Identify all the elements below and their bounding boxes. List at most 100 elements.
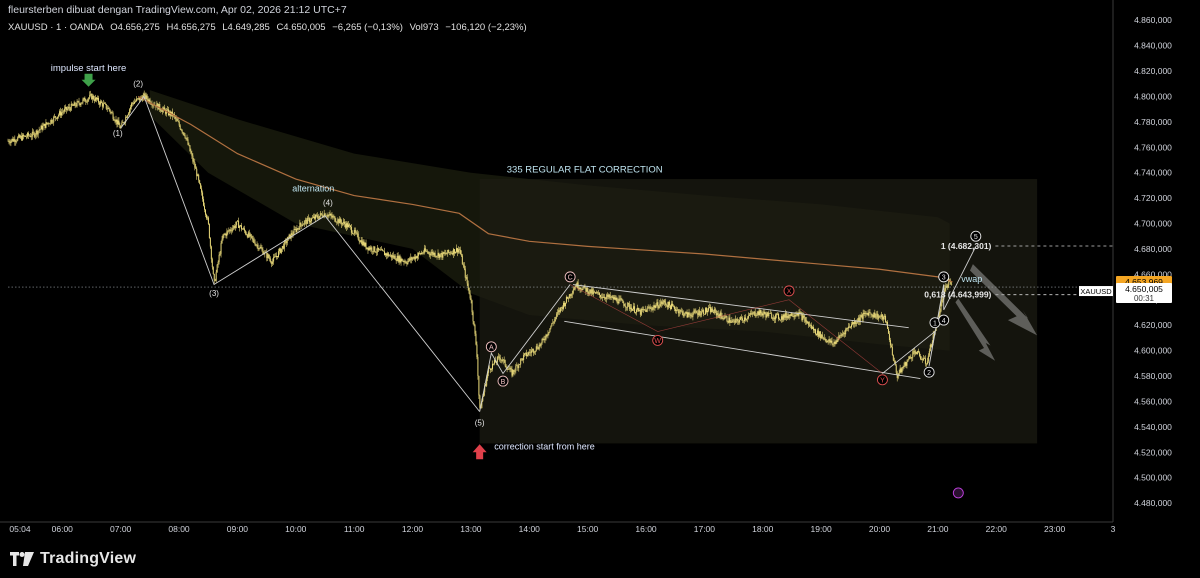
candle-body [439, 254, 441, 258]
candle-body [445, 252, 447, 254]
candle-body [727, 321, 729, 323]
candle-body [132, 102, 134, 104]
candle-body [213, 274, 215, 281]
candle-body [901, 368, 903, 373]
candle-body [45, 122, 47, 128]
candle-body [454, 249, 456, 254]
candle-body [39, 129, 41, 131]
candle-body [254, 242, 256, 246]
candle-body [671, 303, 673, 310]
candle-body [211, 259, 213, 268]
candle-body [440, 253, 442, 255]
candle-body [775, 314, 777, 320]
candle-body [128, 113, 130, 116]
candle-body [497, 356, 499, 358]
candle-body [47, 123, 49, 124]
candle-body [290, 233, 292, 239]
candle-body [782, 314, 784, 320]
impulse-wave-label: (2) [133, 79, 143, 88]
candle-body [820, 334, 822, 339]
candle-body [493, 359, 495, 364]
green-arrow-down-icon [81, 73, 96, 87]
candle-body [25, 135, 27, 137]
candle-body [732, 320, 734, 322]
candle-body [693, 310, 695, 314]
candle-body [189, 145, 191, 152]
candle-body [861, 315, 863, 319]
final-wave-label: 4 [938, 314, 950, 326]
price-tick-label: 4.700,000 [1134, 219, 1172, 229]
candle-body [85, 101, 87, 103]
price-tick-label: 4.820,000 [1134, 66, 1172, 76]
candle-body [384, 253, 386, 256]
candle-body [235, 225, 237, 228]
candle-body [441, 253, 443, 258]
candle-body [648, 307, 650, 309]
candle-body [750, 313, 752, 314]
candle-body [214, 280, 216, 282]
candle-body [236, 221, 238, 226]
candle-body [679, 310, 681, 313]
candle-body [7, 140, 9, 142]
price-tick-label: 4.780,000 [1134, 117, 1172, 127]
candle-body [463, 265, 465, 269]
candle-body [259, 247, 261, 249]
candle-body [547, 333, 549, 336]
candle-body [764, 312, 766, 315]
candle-body [560, 307, 562, 312]
candle-body [407, 260, 409, 264]
candle-body [618, 298, 620, 304]
candle-body [177, 120, 179, 122]
candle-body [696, 312, 698, 314]
candle-body [247, 232, 249, 238]
candle-body [881, 314, 883, 317]
candle-body [890, 345, 892, 348]
candle-body [48, 123, 50, 124]
candle-body [356, 232, 358, 234]
candle-body [519, 364, 521, 365]
candle-body [485, 385, 487, 386]
price-tick-label: 4.620,000 [1134, 320, 1172, 330]
candle-body [713, 309, 715, 313]
candle-body [850, 327, 852, 328]
candle-body [814, 329, 816, 334]
impulse-wave-label: (3) [209, 289, 219, 298]
candle-body [202, 192, 204, 200]
candle-body [186, 138, 188, 140]
candle-body [593, 291, 595, 294]
vwap-line [137, 95, 953, 283]
candle-body [9, 142, 11, 144]
candle-body [358, 239, 360, 242]
candle-body [49, 123, 51, 125]
low-value: L4.649,285 [222, 22, 270, 33]
projection-arrow-icon [969, 264, 1038, 336]
candle-body [825, 339, 827, 341]
candle-body [809, 325, 811, 326]
price-tick-label: 4.660,000 [1134, 269, 1172, 279]
candle-body [626, 307, 628, 308]
candle-body [595, 292, 597, 294]
candle-body [298, 228, 300, 230]
candle-body [790, 313, 792, 317]
candle-body [269, 257, 271, 260]
candle-body [448, 249, 450, 253]
candle-body [405, 261, 407, 264]
candle-body [656, 302, 658, 306]
candle-body [676, 309, 678, 311]
candle-body [143, 93, 145, 96]
candle-body [538, 344, 540, 350]
symbol-name[interactable]: XAUUSD · 1 · OANDA [8, 22, 104, 33]
candle-body [756, 314, 758, 316]
candle-body [852, 322, 854, 325]
tradingview-logo[interactable]: TradingView [10, 549, 136, 569]
candle-body [176, 118, 178, 121]
candle-body [692, 313, 694, 317]
candle-body [706, 308, 708, 313]
candle-body [743, 317, 745, 322]
candle-body [82, 99, 84, 103]
candle-body [433, 252, 435, 255]
candle-body [109, 109, 111, 113]
candle-body [92, 95, 94, 100]
candle-body [801, 313, 803, 321]
